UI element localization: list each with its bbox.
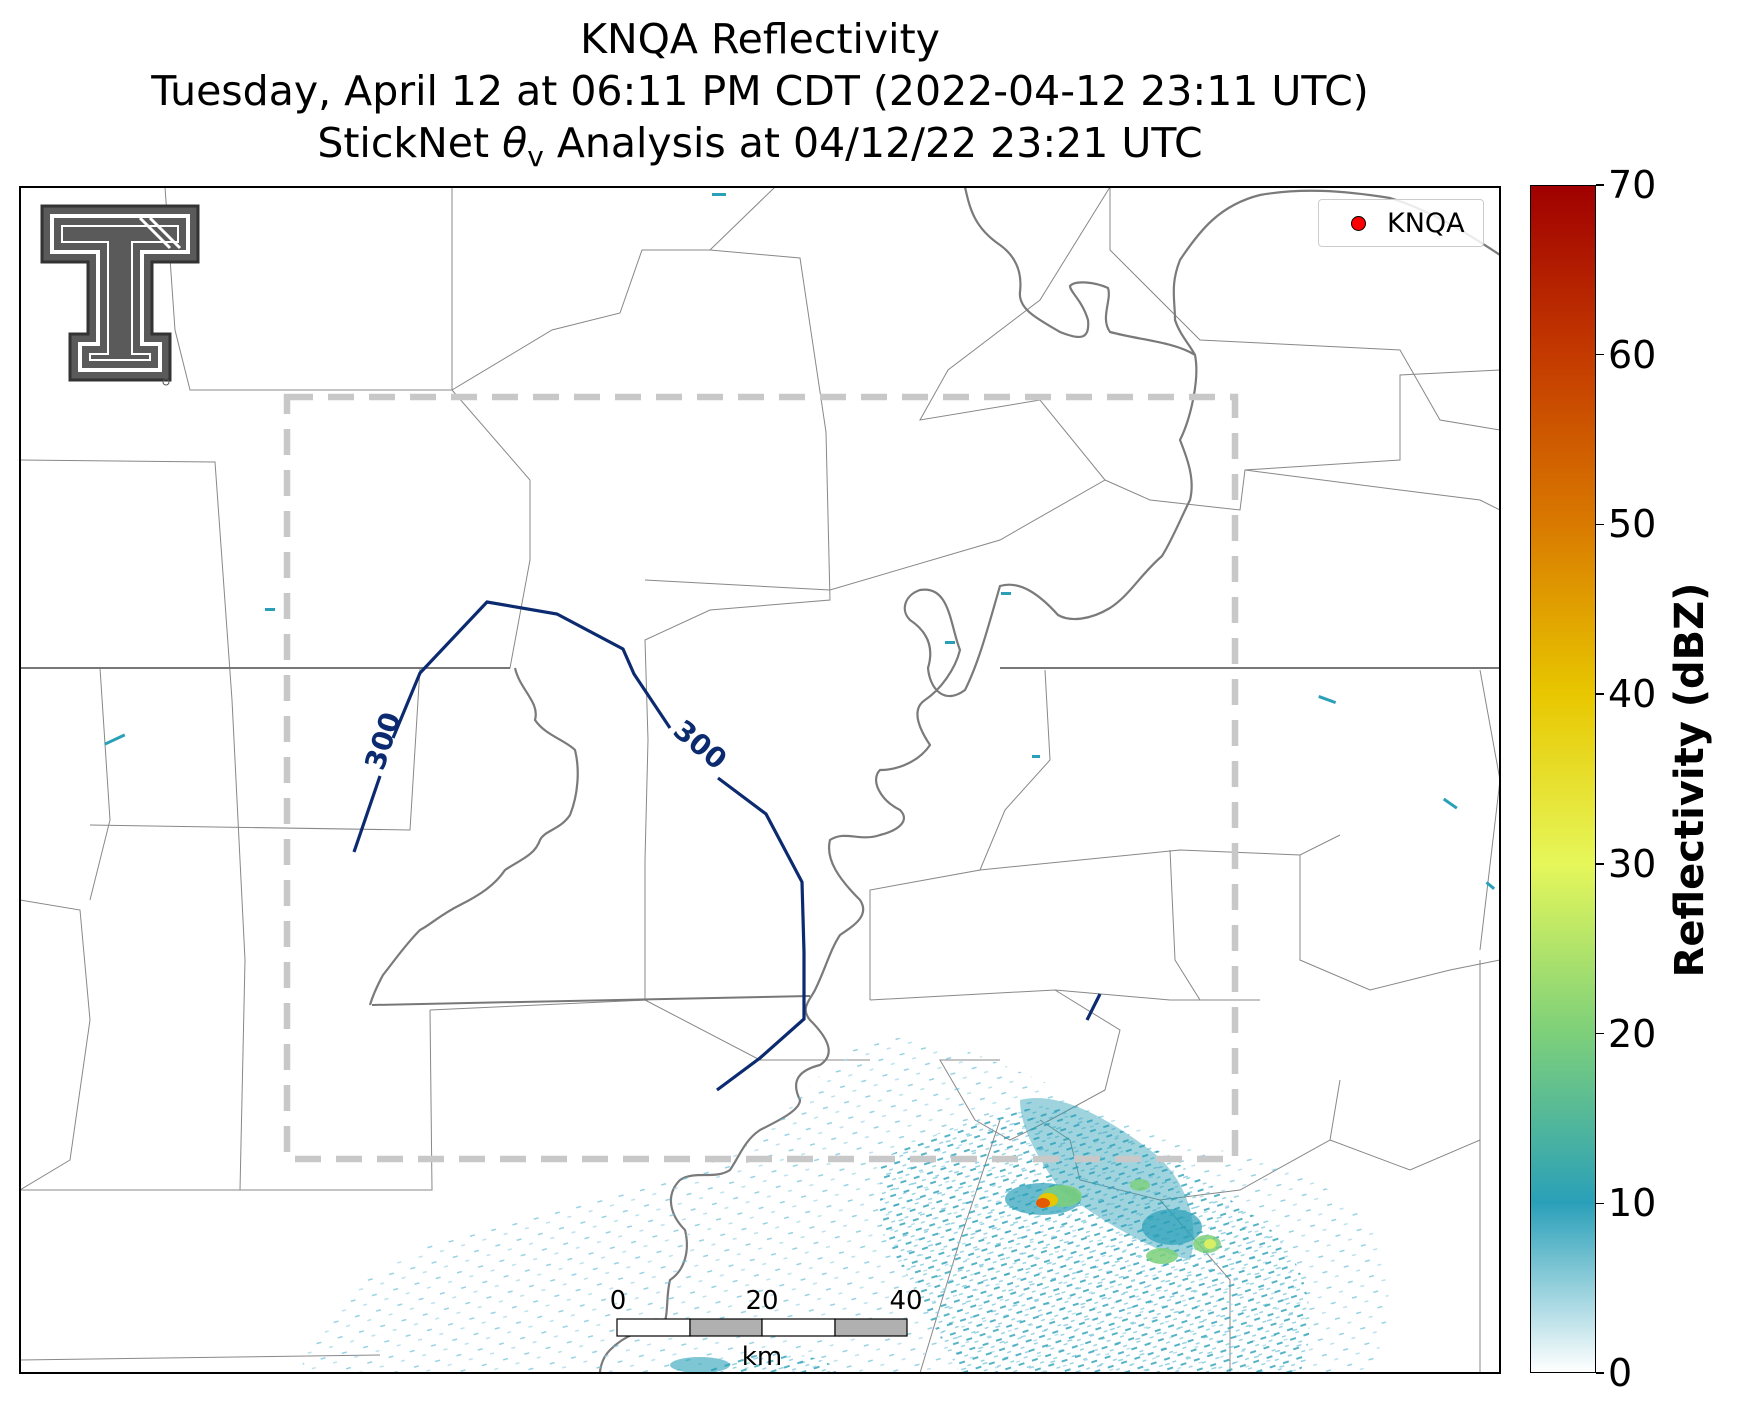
colorbar-tick-label: 50 (1608, 502, 1657, 547)
colorbar-tick-label: 30 (1608, 841, 1657, 886)
scalebar-label-40: 40 (889, 1286, 923, 1316)
colorbar-tick-label: 70 (1608, 163, 1657, 207)
colorbar-tick (1596, 523, 1604, 526)
colorbar-title: Reflectivity (dBZ) (1667, 582, 1713, 978)
texas-tech-double-t-logo-icon (40, 204, 200, 386)
colorbar-tick-label: 60 (1608, 332, 1657, 377)
map-frame (19, 186, 1501, 1374)
scalebar-label-20: 20 (745, 1286, 779, 1316)
state-boundaries (20, 667, 1500, 1006)
colorbar-tick (1596, 1032, 1604, 1035)
map-title: KNQA Reflectivity Tuesday, April 12 at 0… (0, 0, 1520, 183)
scalebar-unit: km (741, 1342, 783, 1372)
title-line-1: KNQA Reflectivity (580, 15, 940, 63)
reflectivity-echoes (104, 193, 1496, 1373)
colorbar-tick (1596, 863, 1604, 865)
colorbar-tick-label: 10 (1608, 1181, 1657, 1226)
radar-site-marker-icon (1351, 216, 1366, 231)
analysis-box (283, 393, 1239, 1163)
colorbar-tick (1596, 1202, 1604, 1205)
contour-label-left: 300 (358, 708, 407, 774)
legend-label: KNQA (1387, 208, 1465, 239)
colorbar-tick-label: 20 (1608, 1011, 1657, 1056)
title-line-3-suffix: Analysis at 04/12/22 23:21 UTC (543, 119, 1203, 167)
map-legend: KNQA (1318, 199, 1484, 247)
colorbar (1530, 185, 1596, 1373)
title-line-3: StickNet θv Analysis at 04/12/22 23:21 U… (0, 117, 1520, 183)
scale-bar (616, 1318, 908, 1337)
contour-label-right: 300 (667, 713, 733, 776)
theta-symbol: θ (502, 119, 528, 167)
colorbar-tick (1596, 693, 1604, 695)
title-line-3-prefix: StickNet (317, 119, 503, 167)
scalebar-label-0: 0 (609, 1286, 627, 1316)
theta-subscript: v (527, 140, 544, 174)
colorbar-tick (1596, 1372, 1604, 1374)
colorbar-tick (1596, 184, 1604, 186)
colorbar-tick (1596, 353, 1604, 356)
colorbar-tick-label: 0 (1608, 1351, 1633, 1395)
theta-v-contour (352, 600, 1102, 1092)
title-line-2: Tuesday, April 12 at 06:11 PM CDT (2022-… (151, 67, 1369, 115)
colorbar-tick-label: 40 (1608, 672, 1657, 717)
